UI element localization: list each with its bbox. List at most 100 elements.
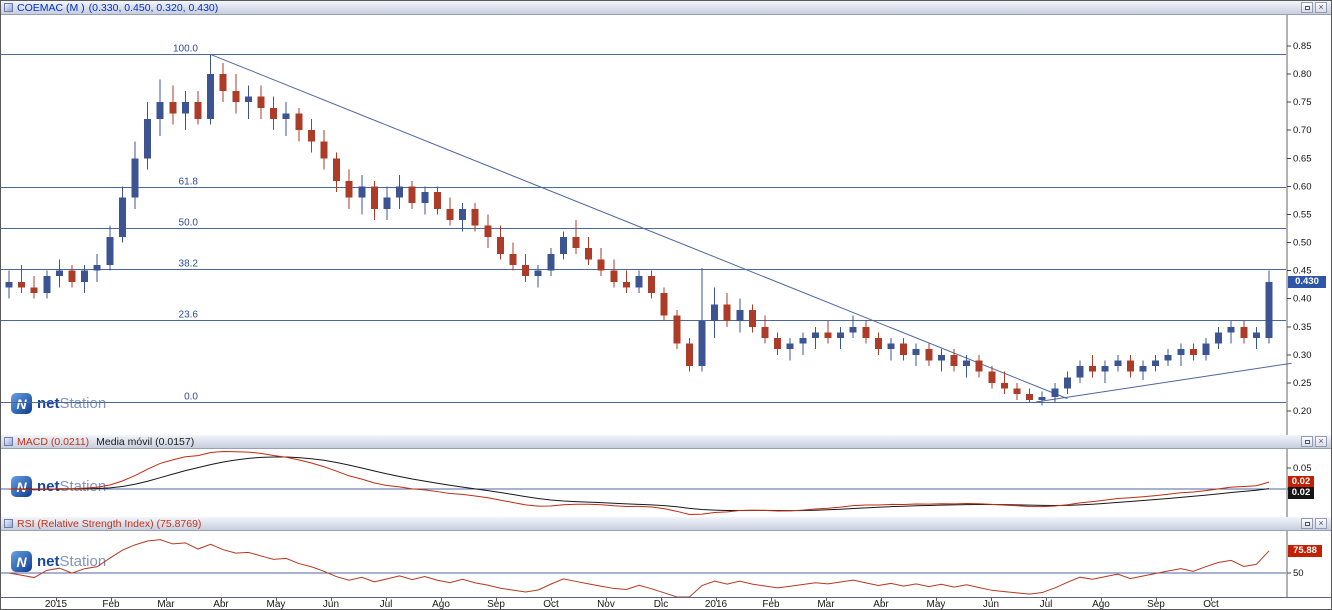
netstation-logo-text: netStation <box>37 478 107 495</box>
time-axis-label: Jul <box>379 599 393 610</box>
svg-text:0.45: 0.45 <box>1293 266 1312 277</box>
time-axis-label: Abr <box>873 599 889 610</box>
netstation-watermark: N netStation <box>11 476 106 497</box>
time-tick <box>165 598 167 601</box>
time-axis-label: Dic <box>653 599 669 610</box>
time-tick <box>1155 598 1157 601</box>
netstation-watermark: N netStation <box>11 551 106 572</box>
price-panel-close-button[interactable]: × <box>1315 2 1327 13</box>
svg-text:50.0: 50.0 <box>179 218 199 229</box>
time-axis-label: Feb <box>102 599 120 610</box>
svg-text:0.70: 0.70 <box>1293 125 1312 136</box>
svg-text:0.50: 0.50 <box>1293 238 1312 249</box>
macd-value-badge: 0.02 <box>1288 476 1314 489</box>
svg-text:0.80: 0.80 <box>1293 69 1312 80</box>
svg-text:0.0: 0.0 <box>184 392 198 403</box>
fib-retracement-lines: 100.0 61.8 50.0 38.2 23.6 0.0 <box>1 43 1286 404</box>
svg-text:0.25: 0.25 <box>1293 378 1312 389</box>
time-axis-label: Oct <box>543 599 559 610</box>
time-axis[interactable]: 2015 Feb Mar Abr May Jun Jul Ago Sep Oct Nov Dic 201… <box>1 597 1331 609</box>
time-tick <box>385 598 387 601</box>
time-tick <box>275 598 277 601</box>
chart-panel-icon <box>4 3 13 12</box>
time-axis-label: Nov <box>597 599 615 610</box>
time-tick <box>1045 598 1047 601</box>
macd-line <box>8 450 1270 516</box>
indicator-panel-icon <box>4 519 13 528</box>
macd-title: MACD (0.0211) <box>17 435 90 448</box>
time-tick <box>825 598 827 601</box>
time-axis-label: Oct <box>1203 599 1219 610</box>
svg-text:0.20: 0.20 <box>1293 406 1312 417</box>
time-axis-label: Ago <box>1092 599 1110 610</box>
last-price-badge: 0.430 <box>1288 275 1326 288</box>
time-axis-label: Mar <box>157 599 175 610</box>
restore-icon <box>1304 439 1310 444</box>
rsi-line <box>8 539 1270 597</box>
svg-text:0.85: 0.85 <box>1293 41 1312 52</box>
macd-axis: 0.050.00 <box>1 449 1312 517</box>
close-icon: × <box>1318 2 1324 12</box>
rsi-line-chart[interactable]: 50 <box>1 531 1331 597</box>
candles <box>5 54 1273 406</box>
rsi-title: RSI (Relative Strength Index) (75.8769) <box>17 517 202 530</box>
rsi-panel-header[interactable]: RSI (Relative Strength Index) (75.8769) … <box>1 517 1331 531</box>
rsi-chart-area[interactable]: N netStation 50 75.88 <box>1 531 1331 597</box>
restore-icon <box>1304 5 1310 10</box>
ohlc-values: (0.330, 0.450, 0.320, 0.430) <box>88 1 219 14</box>
rsi-value-badge: 75.88 <box>1288 544 1322 557</box>
rsi-panel-close-button[interactable]: × <box>1315 518 1327 529</box>
svg-text:50: 50 <box>1293 568 1304 579</box>
time-tick <box>55 598 57 601</box>
price-panel-restore-button[interactable] <box>1301 2 1313 13</box>
netstation-logo-text: netStation <box>37 553 107 570</box>
macd-panel-header[interactable]: MACD (0.0211) Media móvil (0.0157) × <box>1 435 1331 449</box>
time-axis-label: Jun <box>982 599 1000 610</box>
svg-text:0.35: 0.35 <box>1293 322 1312 333</box>
time-axis-label: Sep <box>1147 599 1165 610</box>
time-tick <box>935 598 937 601</box>
time-tick <box>605 598 607 601</box>
netstation-logo-icon: N <box>11 393 32 414</box>
time-axis-label: May <box>266 599 286 610</box>
price-candlestick-chart[interactable]: 100.0 61.8 50.0 38.2 23.6 0.0 0.85 0.80 0.75 0.70… <box>1 15 1331 435</box>
rsi-panel: RSI (Relative Strength Index) (75.8769) … <box>1 517 1331 597</box>
time-axis-label: 2016 <box>704 599 728 610</box>
netstation-logo-icon: N <box>11 551 32 572</box>
macd-signal-badge: 0.02 <box>1288 487 1314 500</box>
macd-chart-area[interactable]: N netStation 0.050.00 0.02 0.02 <box>1 449 1331 517</box>
svg-text:38.2: 38.2 <box>179 258 199 269</box>
netstation-watermark: N netStation <box>11 393 106 414</box>
time-tick <box>1100 598 1102 601</box>
time-axis-label: 2015 <box>44 599 68 610</box>
indicator-panel-icon <box>4 437 13 446</box>
macd-panel: MACD (0.0211) Media móvil (0.0157) × N n… <box>1 435 1331 517</box>
price-axis: 0.85 0.80 0.75 0.70 0.65 0.60 0.55 0.50 0.45 0.40… <box>1286 15 1312 435</box>
macd-line-chart[interactable]: 0.050.00 <box>1 449 1331 517</box>
netstation-logo-text: netStation <box>37 395 107 412</box>
macd-panel-restore-button[interactable] <box>1301 436 1313 447</box>
close-icon: × <box>1318 518 1324 528</box>
symbol-title: COEMAC (M ) <box>17 1 85 14</box>
svg-text:100.0: 100.0 <box>173 43 198 54</box>
svg-text:61.8: 61.8 <box>179 177 199 188</box>
close-icon: × <box>1318 436 1324 446</box>
time-tick <box>440 598 442 601</box>
macd-panel-close-button[interactable]: × <box>1315 436 1327 447</box>
time-axis-label: May <box>926 599 946 610</box>
time-axis-label: Mar <box>817 599 835 610</box>
time-axis-label: Sep <box>487 599 505 610</box>
rsi-axis: 50 <box>1 531 1304 597</box>
price-chart-area[interactable]: N netStation 100.0 61.8 50.0 38.2 23.6 0.0 0.8… <box>1 15 1331 435</box>
time-axis-label: Ago <box>432 599 450 610</box>
price-panel: COEMAC (M ) (0.330, 0.450, 0.320, 0.430)… <box>1 1 1331 435</box>
time-tick <box>770 598 772 601</box>
time-tick <box>330 598 332 601</box>
time-tick <box>880 598 882 601</box>
price-panel-header[interactable]: COEMAC (M ) (0.330, 0.450, 0.320, 0.430)… <box>1 1 1331 15</box>
trendlines <box>210 53 1292 403</box>
time-tick <box>990 598 992 601</box>
time-axis-label: Feb <box>762 599 780 610</box>
rsi-panel-restore-button[interactable] <box>1301 518 1313 529</box>
